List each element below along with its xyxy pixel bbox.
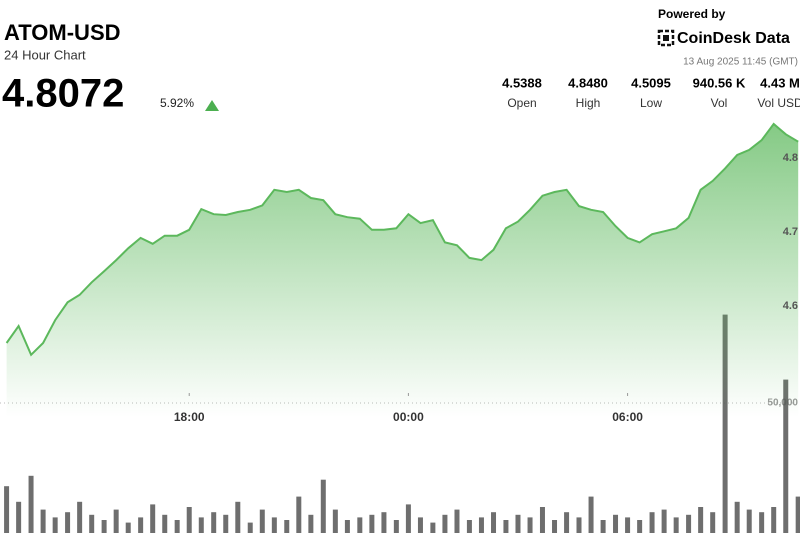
volume-bar <box>162 514 168 533</box>
volume-bar <box>405 504 411 533</box>
volume-bar <box>150 504 156 533</box>
volume-bar <box>478 517 484 533</box>
volume-bar <box>564 512 570 533</box>
price-area <box>6 124 799 417</box>
volume-bar <box>296 496 302 533</box>
volume-bar <box>588 496 594 533</box>
volume-bar <box>357 517 363 533</box>
volume-bar <box>771 507 777 533</box>
chart-title: ATOM-USD <box>4 20 121 45</box>
volume-bar <box>320 479 326 533</box>
volume-bar <box>600 520 606 533</box>
volume-bar <box>332 509 338 533</box>
volume-bar <box>89 514 95 533</box>
stat-value: 940.56 K <box>693 75 746 90</box>
current-price: 4.8072 <box>2 72 124 116</box>
volume-bar <box>308 514 314 533</box>
volume-bar <box>454 509 460 533</box>
volume-bar <box>28 475 34 533</box>
timestamp: 13 Aug 2025 11:45 (GMT) <box>683 57 798 68</box>
brand-name: CoinDesk Data <box>677 30 790 47</box>
volume-bar <box>698 507 704 533</box>
volume-bar <box>759 512 765 533</box>
volume-bar <box>613 514 619 533</box>
stat-label: Vol USD <box>757 96 800 110</box>
volume-bar <box>211 512 217 533</box>
volume-bar <box>344 520 350 533</box>
stat-label: Open <box>507 96 536 110</box>
stat-label: Low <box>640 96 662 110</box>
volume-bar <box>625 517 631 533</box>
volume-bar <box>284 520 290 533</box>
stat-label: Vol <box>711 96 728 110</box>
volume-bar <box>576 517 582 533</box>
x-tick-label: 18:00 <box>174 410 205 424</box>
volume-bar <box>539 507 545 533</box>
stat-label: High <box>576 96 601 110</box>
volume-bar <box>491 512 497 533</box>
volume-bar <box>223 514 229 533</box>
volume-bar <box>174 520 180 533</box>
volume-bar <box>466 520 472 533</box>
volume-bar <box>40 509 46 533</box>
volume-bar <box>649 512 655 533</box>
volume-bar <box>527 517 533 533</box>
stat-value: 4.5095 <box>631 75 671 90</box>
x-tick-label: 00:00 <box>393 410 424 424</box>
price-line <box>5 122 799 357</box>
volume-bar <box>235 501 241 533</box>
volume-bar <box>113 509 119 533</box>
powered-by: Powered by <box>658 7 726 21</box>
chart-subtitle: 24 Hour Chart <box>4 47 86 62</box>
volume-bar <box>661 509 667 533</box>
volume-bar <box>673 517 679 533</box>
volume-bar <box>186 507 192 533</box>
stats: 4.5388 Open 4.8480 High 4.5095 Low 940.56 K Vol… <box>502 75 800 110</box>
volume-bar <box>795 496 800 533</box>
volume-bar <box>259 509 265 533</box>
volume-bar <box>734 501 740 533</box>
stat-value: 4.8480 <box>568 75 608 90</box>
volume-bar <box>686 514 692 533</box>
volume-bar <box>16 501 22 533</box>
volume-bar <box>52 517 58 533</box>
volume-bar <box>4 486 10 533</box>
volume-bar <box>101 520 107 533</box>
x-tick-label: 06:00 <box>612 410 643 424</box>
volume-bar <box>746 509 752 533</box>
volume-bar <box>552 520 558 533</box>
volume-bar <box>125 522 131 533</box>
volume-bar <box>271 517 277 533</box>
stat-value: 4.43 M <box>760 75 800 90</box>
y-tick-label: 4.7 <box>783 226 798 238</box>
volume-bar <box>77 501 83 533</box>
up-arrow <box>205 100 219 111</box>
volume-bar <box>503 520 509 533</box>
volume-bar <box>393 520 399 533</box>
volume-bar <box>65 512 71 533</box>
volume-bar <box>515 514 521 533</box>
y-tick-label: 4.8 <box>783 152 798 164</box>
volume-bar <box>381 512 387 533</box>
price-change: 5.92% <box>160 96 194 110</box>
volume-bar <box>369 514 375 533</box>
volume-bar <box>722 314 728 533</box>
brand-logo <box>657 29 675 47</box>
stat-value: 4.5388 <box>502 75 542 90</box>
y-tick-label: 4.6 <box>783 300 798 312</box>
volume-bar <box>430 522 436 533</box>
volume-bar <box>198 517 204 533</box>
volume-bar <box>783 379 789 533</box>
volume-bar <box>247 522 253 533</box>
volume-bar <box>637 520 643 533</box>
volume-bar <box>442 514 448 533</box>
volume-bar <box>138 517 144 533</box>
volume-bar <box>710 512 716 533</box>
volume-bar <box>417 517 423 533</box>
